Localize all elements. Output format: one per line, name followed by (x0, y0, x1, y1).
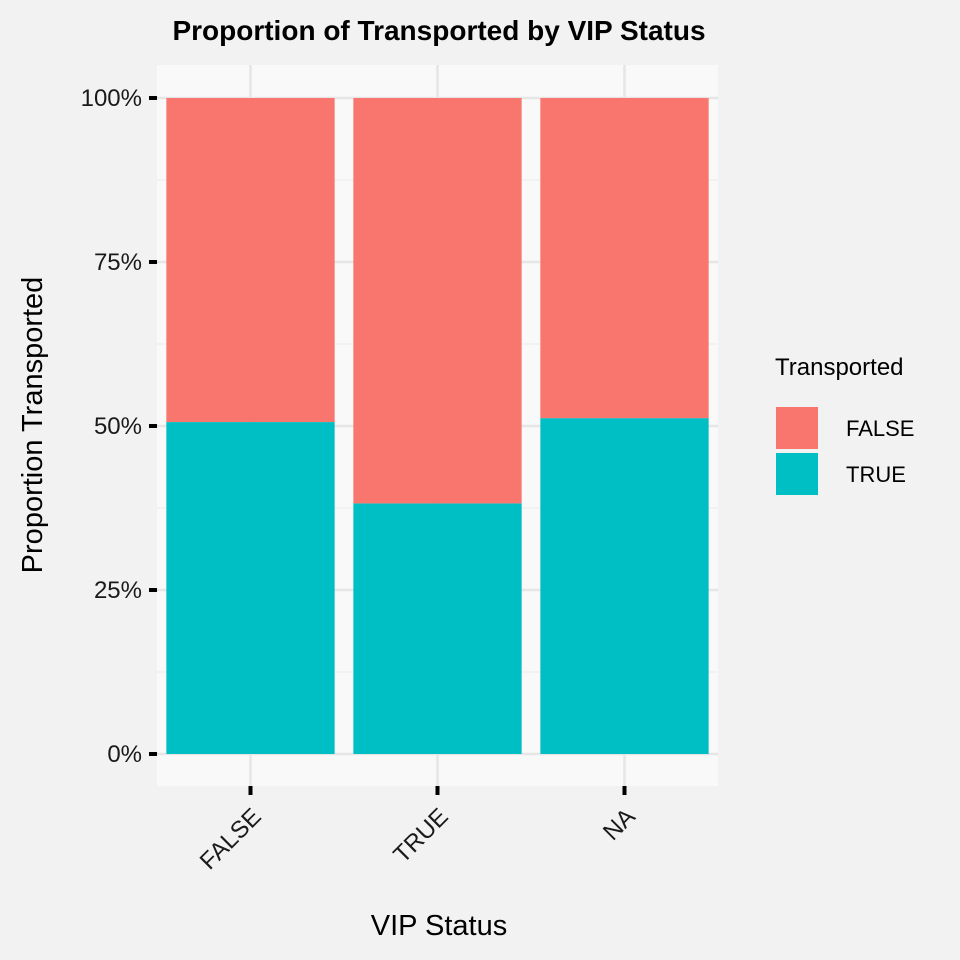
legend-label-false: FALSE (846, 416, 914, 441)
y-tick-label: 50% (94, 413, 142, 440)
bar-false-true (166, 422, 335, 754)
bars (166, 98, 709, 754)
legend-title: Transported (775, 354, 904, 381)
chart-title: Proportion of Transported by VIP Status (172, 15, 705, 46)
y-axis: 0% 25% 50% 75% 100% (81, 85, 157, 768)
x-tick-label: FALSE (195, 803, 267, 875)
y-axis-title: Proportion Transported (17, 277, 49, 574)
y-tick-label: 25% (94, 577, 142, 604)
y-tick-label: 75% (94, 249, 142, 276)
bar-false-false (166, 98, 335, 423)
legend-label-true: TRUE (846, 462, 906, 487)
legend-swatch-false (776, 407, 818, 449)
x-tick-label: TRUE (388, 803, 453, 868)
y-tick-label: 100% (81, 85, 142, 112)
bar-na-false (540, 98, 709, 419)
y-tick-label: 0% (107, 741, 142, 768)
x-axis-title: VIP Status (371, 910, 508, 942)
x-axis: FALSE TRUE NA (195, 786, 641, 875)
legend: Transported FALSE TRUE (775, 354, 914, 495)
bar-true-true (353, 503, 522, 754)
bar-true-false (353, 98, 522, 504)
bar-na-true (540, 418, 709, 754)
legend-swatch-true (776, 453, 818, 495)
x-tick-label: NA (598, 803, 641, 846)
